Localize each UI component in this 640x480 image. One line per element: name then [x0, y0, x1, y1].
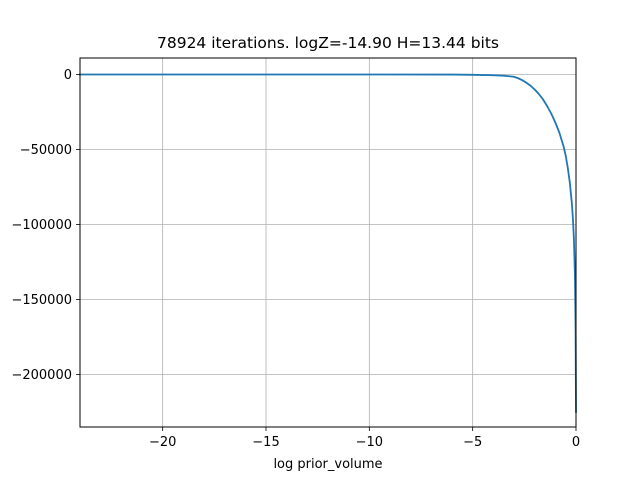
x-tick-label: 0	[572, 435, 580, 450]
y-tick-label: −200000	[11, 368, 72, 383]
tick-layer: −20 −15 −10 −5 0 0 −50000 −100000 −150000 −200000	[11, 68, 580, 450]
series-layer	[79, 73, 577, 413]
y-tick-label: −100000	[11, 218, 72, 233]
y-tick-label: −150000	[11, 293, 72, 308]
y-tick-label: 0	[64, 68, 72, 83]
x-tick-label: −20	[149, 435, 176, 450]
plot-frame	[79, 57, 577, 428]
chart-title: 78924 iterations. logZ=-14.90 H=13.44 bi…	[157, 34, 499, 52]
x-tick-label: −15	[252, 435, 279, 450]
series-line	[79, 73, 577, 413]
x-tick-label: −10	[356, 435, 383, 450]
y-tick-label: −50000	[20, 143, 72, 158]
x-tick-label: −5	[463, 435, 482, 450]
x-axis-title: log prior_volume	[273, 457, 382, 472]
